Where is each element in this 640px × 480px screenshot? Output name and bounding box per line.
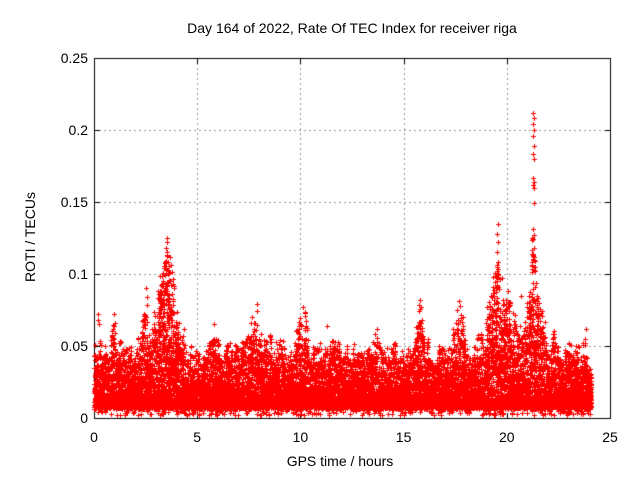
y-tick-label: 0.1 (68, 266, 88, 282)
x-tick-label: 15 (395, 429, 412, 445)
x-tick-label: 25 (602, 429, 618, 445)
y-axis-label: ROTI / TECUs (22, 192, 38, 282)
y-tick-label: 0.25 (60, 50, 88, 66)
x-tick-label: 10 (292, 429, 309, 445)
chart-title: Day 164 of 2022, Rate Of TEC Index for r… (187, 20, 517, 36)
y-tick-label: 0 (80, 410, 88, 426)
x-tick-label: 5 (193, 429, 202, 445)
y-tick-label: 0.15 (60, 194, 88, 210)
x-axis-label: GPS time / hours (286, 453, 394, 469)
y-tick-label: 0.05 (60, 338, 88, 354)
x-tick-label: 20 (499, 429, 515, 445)
y-tick-label: 0.2 (68, 122, 88, 138)
x-tick-label: 0 (90, 429, 98, 445)
